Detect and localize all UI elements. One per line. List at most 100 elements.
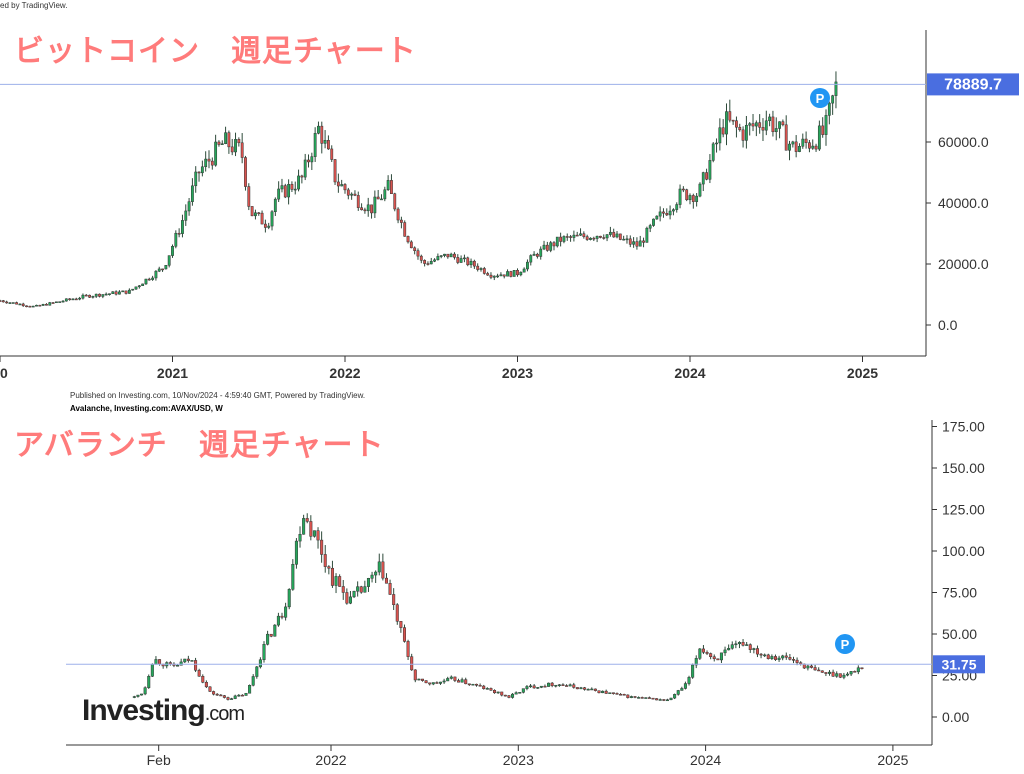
candle-up xyxy=(629,696,633,698)
candle-up xyxy=(94,293,98,297)
candle-down xyxy=(741,642,745,646)
candle-down xyxy=(602,237,606,239)
candle-down xyxy=(853,671,857,673)
candle-up xyxy=(433,259,436,262)
candle-up xyxy=(778,121,781,129)
candle-up xyxy=(258,659,262,668)
candle-down xyxy=(359,586,363,593)
candle-up xyxy=(61,300,65,303)
candle-up xyxy=(737,642,741,645)
candle-up xyxy=(11,302,15,304)
candle-up xyxy=(668,210,672,216)
candle-down xyxy=(635,241,639,247)
candle-up xyxy=(230,698,234,700)
candle-up xyxy=(134,286,138,290)
candle-up xyxy=(572,234,576,238)
candle-down xyxy=(410,656,414,671)
candle-up xyxy=(348,596,352,604)
candle-down xyxy=(290,184,294,190)
candle-up xyxy=(174,232,178,247)
candle-down xyxy=(565,236,569,238)
candle-down xyxy=(416,250,420,257)
candle-up xyxy=(31,305,35,308)
candle-up xyxy=(176,665,180,667)
candle-up xyxy=(648,225,652,229)
candle-up xyxy=(827,102,831,116)
candle-up xyxy=(317,125,320,134)
candle-up xyxy=(194,171,198,187)
candle-down xyxy=(655,698,659,701)
candle-down xyxy=(611,692,615,694)
candle-up xyxy=(658,699,662,701)
candle-up xyxy=(277,188,281,200)
candle-down xyxy=(269,633,273,637)
candle-up xyxy=(698,183,702,197)
candle-up xyxy=(108,293,111,295)
candle-down xyxy=(709,653,713,658)
candle-up xyxy=(529,255,533,263)
y-tick-label: 40000.0 xyxy=(938,195,989,211)
symbol-text: Avalanche, Investing.com:AVAX/USD, W xyxy=(70,404,223,413)
candle-up xyxy=(589,237,592,240)
candle-down xyxy=(612,231,616,238)
candle-down xyxy=(808,142,811,149)
candle-down xyxy=(493,689,497,694)
candle-up xyxy=(518,692,522,694)
candle-down xyxy=(453,253,456,258)
candle-down xyxy=(751,123,755,127)
candle-down xyxy=(114,291,118,295)
candle-up xyxy=(81,294,85,299)
x-tick-label: 20 xyxy=(0,365,8,381)
candle-up xyxy=(293,188,297,191)
candle-up xyxy=(645,227,649,243)
candle-down xyxy=(860,667,864,670)
candle-down xyxy=(599,235,602,238)
candle-up xyxy=(18,303,22,306)
candle-up xyxy=(547,682,551,687)
candle-up xyxy=(377,561,381,573)
candle-up xyxy=(449,676,453,679)
candle-up xyxy=(267,225,271,228)
x-tick-label: 2024 xyxy=(690,752,721,768)
bottom-chart-title: アバランチ 週足チャート xyxy=(14,429,385,462)
candle-up xyxy=(254,212,257,217)
candle-up xyxy=(730,644,734,649)
candle-down xyxy=(230,146,234,153)
candle-down xyxy=(784,124,788,151)
candle-down xyxy=(210,160,214,166)
candle-down xyxy=(207,158,211,162)
candle-down xyxy=(741,129,745,141)
published-text: Published on Investing.com, 10/Nov/2024 … xyxy=(70,391,366,400)
candle-down xyxy=(399,621,403,628)
candle-up xyxy=(183,658,187,663)
candle-up xyxy=(132,696,136,698)
candle-up xyxy=(284,606,288,618)
candle-down xyxy=(582,233,586,237)
candle-down xyxy=(824,672,828,674)
candle-up xyxy=(652,218,655,226)
candle-up xyxy=(255,666,259,677)
candle-up xyxy=(675,204,679,210)
candle-up xyxy=(121,290,125,293)
y-tick-label: 50.00 xyxy=(942,626,977,642)
candle-up xyxy=(512,270,516,277)
candle-up xyxy=(557,684,561,686)
candle-up xyxy=(842,674,846,678)
candle-down xyxy=(15,302,18,305)
candle-down xyxy=(227,132,231,148)
candle-down xyxy=(330,567,334,586)
candle-down xyxy=(45,304,48,306)
candle-down xyxy=(489,274,493,278)
candle-down xyxy=(240,694,244,697)
candle-up xyxy=(179,661,183,666)
candle-up xyxy=(506,271,509,277)
candle-down xyxy=(356,195,360,208)
candle-up xyxy=(568,684,572,687)
candle-up xyxy=(669,697,673,701)
y-tick-label: 20000.0 xyxy=(938,256,989,272)
candle-down xyxy=(158,659,162,665)
candle-up xyxy=(719,652,723,661)
candle-down xyxy=(25,305,28,308)
candle-up xyxy=(788,143,791,151)
candle-up xyxy=(303,159,307,178)
